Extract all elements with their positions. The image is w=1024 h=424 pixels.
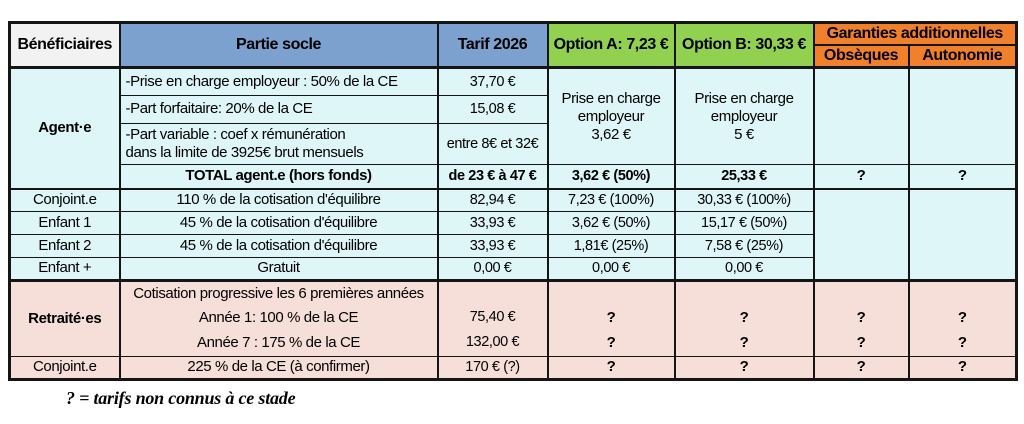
header-partie-socle: Partie socle (118, 22, 439, 69)
family-tarif: 33,93 € (436, 234, 549, 258)
option-a-note-line3: 3,62 € (591, 125, 631, 143)
retraites-option-a: ? ? (546, 280, 676, 357)
header-option-b: Option B: 30,33 € (673, 22, 815, 69)
family-option-a: 3,62 € (50%) (546, 211, 676, 235)
retraites-socle-line2: Année 1: 100 % de la CE (198, 309, 359, 326)
family-tarif: 33,93 € (436, 211, 549, 235)
agent-socle-variable-line1: -Part variable : coef x rémunération (125, 126, 346, 143)
family-option-a: 7,23 € (100%) (546, 188, 676, 212)
agent-total-autonomie: ? (907, 164, 1018, 190)
retraites-option-b-q2: ? (739, 334, 749, 351)
agent-tarif-variable: entre 8€ et 32€ (436, 123, 549, 165)
retraite-conjoint-socle: 225 % de la CE (à confirmer) (118, 356, 439, 380)
retraite-conjoint-autonomie: ? (907, 356, 1018, 380)
header-option-a: Option A: 7,23 € (546, 22, 676, 69)
agent-row-employeur: Agent·e -Prise en charge employeur : 50%… (8, 67, 1018, 190)
retraites-autonomie-q1: ? (957, 309, 967, 326)
family-row-enfant-plus: Enfant + Gratuit 0,00 € 0,00 € 0,00 € (8, 257, 1017, 282)
agent-tarif-employeur: 37,70 € (436, 67, 549, 96)
family-option-b: 7,58 € (25%) (673, 234, 815, 258)
retraites-option-b-q1: ? (739, 309, 749, 326)
retraite-conjoint-obseques: ? (812, 356, 910, 380)
agent-total-option-a: 3,62 € (50%) (546, 164, 676, 190)
agent-total-row: TOTAL agent.e (hors fonds) de 23 € à 47 … (10, 164, 1018, 190)
retraites-option-b: ? ? (673, 280, 815, 357)
family-option-b: 15,17 € (50%) (673, 211, 815, 235)
retraite-conjoint-option-b: ? (673, 356, 815, 380)
family-name: Enfant 2 (8, 234, 121, 258)
retraites-row: Retraité·es Cotisation progressive les 6… (8, 280, 1018, 357)
retraites-tarif-annee1: 75,40 € (469, 309, 516, 325)
agent-label: Agent·e (8, 67, 121, 190)
header-obseques: Obsèques (812, 44, 910, 69)
agent-tarif-forfaitaire: 15,08 € (436, 95, 549, 124)
tariff-table: Bénéficiaires Partie socle Tarif 2026 Op… (8, 21, 1019, 381)
retraites-socle: Cotisation progressive les 6 premières a… (118, 280, 439, 357)
family-option-a: 0,00 € (546, 257, 676, 282)
agent-total-option-b: 25,33 € (673, 164, 815, 190)
option-b-note-line3: 5 € (734, 125, 754, 143)
option-a-note-line1: Prise en charge (561, 89, 661, 107)
page: Bénéficiaires Partie socle Tarif 2026 Op… (8, 21, 1019, 408)
family-obseques-empty-cell (812, 188, 910, 282)
header-beneficiaires: Bénéficiaires (8, 22, 121, 69)
agent-socle-employeur: -Prise en charge employeur : 50% de la C… (118, 67, 439, 96)
family-socle: 110 % de la cotisation d'équilibre (118, 188, 439, 212)
retraite-conjoint-name: Conjoint.e (8, 356, 121, 380)
family-name: Enfant + (8, 257, 121, 282)
retraite-conjoint-option-a: ? (546, 356, 676, 380)
retraites-obseques-q2: ? (856, 334, 866, 351)
family-socle: 45 % de la cotisation d'équilibre (118, 234, 439, 258)
header-garanties-additionnelles: Garanties additionnelles (812, 22, 1018, 46)
agent-autonomie-empty-cell (907, 67, 1018, 165)
retraites-socle-line1: Cotisation progressive les 6 premières a… (133, 285, 424, 302)
agent-total-tarif: de 23 € à 47 € (436, 164, 549, 190)
family-option-b: 30,33 € (100%) (673, 188, 815, 212)
agent-socle-variable-line2: dans la limite de 3925€ brut mensuels (125, 144, 364, 161)
option-b-note-line2: employeur (710, 107, 778, 125)
agent-total-label: TOTAL agent.e (hors fonds) (118, 164, 439, 190)
agent-option-b-note: Prise en charge employeur 5 € (673, 67, 815, 165)
footnote-legend: ? = tarifs non connus à ce stade (66, 388, 296, 408)
option-a-note-line2: employeur (577, 107, 645, 125)
family-option-b: 0,00 € (673, 257, 815, 282)
family-socle: Gratuit (118, 257, 439, 282)
family-socle: 45 % de la cotisation d'équilibre (118, 211, 439, 235)
family-row-enfant1: Enfant 1 45 % de la cotisation d'équilib… (8, 211, 1017, 235)
option-b-note-line1: Prise en charge (694, 89, 794, 107)
family-row-conjoint: Conjoint.e 110 % de la cotisation d'équi… (8, 188, 1018, 282)
retraites-obseques: ? ? (812, 280, 910, 357)
agent-total-obseques: ? (812, 164, 910, 190)
agent-option-a-note: Prise en charge employeur 3,62 € (546, 67, 676, 165)
retraite-conjoint-row: Conjoint.e 225 % de la CE (à confirmer) … (8, 356, 1018, 380)
agent-socle-variable: -Part variable : coef x rémunération dan… (118, 123, 439, 165)
retraites-option-a-q1: ? (606, 309, 616, 326)
retraites-tarif-annee7: 132,00 € (465, 334, 520, 350)
header-row-1: Bénéficiaires Partie socle Tarif 2026 Op… (8, 22, 1018, 69)
agent-row-forfaitaire: -Part forfaitaire: 20% de la CE 15,08 € (10, 95, 1017, 124)
retraites-autonomie: ? ? (907, 280, 1018, 357)
family-tarif: 0,00 € (436, 257, 549, 282)
family-name: Conjoint.e (8, 188, 121, 212)
family-option-a: 1,81€ (25%) (546, 234, 676, 258)
header-tarif-2026: Tarif 2026 (436, 22, 549, 69)
header-autonomie: Autonomie (907, 44, 1018, 69)
family-autonomie-empty-cell (907, 188, 1018, 282)
retraites-option-a-q2: ? (606, 334, 616, 351)
agent-row-variable: -Part variable : coef x rémunération dan… (10, 123, 1017, 165)
agent-socle-forfaitaire: -Part forfaitaire: 20% de la CE (118, 95, 439, 124)
family-row-enfant2: Enfant 2 45 % de la cotisation d'équilib… (8, 234, 1017, 258)
family-name: Enfant 1 (8, 211, 121, 235)
retraites-autonomie-q2: ? (957, 334, 967, 351)
retraites-label: Retraité·es (8, 280, 121, 357)
retraite-conjoint-tarif: 170 € (?) (436, 356, 549, 380)
retraites-socle-line3: Année 7 : 175 % de la CE (196, 334, 361, 351)
retraites-obseques-q1: ? (856, 309, 866, 326)
agent-obseques-empty-cell (812, 67, 910, 165)
retraites-tarif: 75,40 € 132,00 € (436, 280, 549, 357)
family-tarif: 82,94 € (436, 188, 549, 212)
header-row-2: Obsèques Autonomie (10, 44, 1018, 69)
